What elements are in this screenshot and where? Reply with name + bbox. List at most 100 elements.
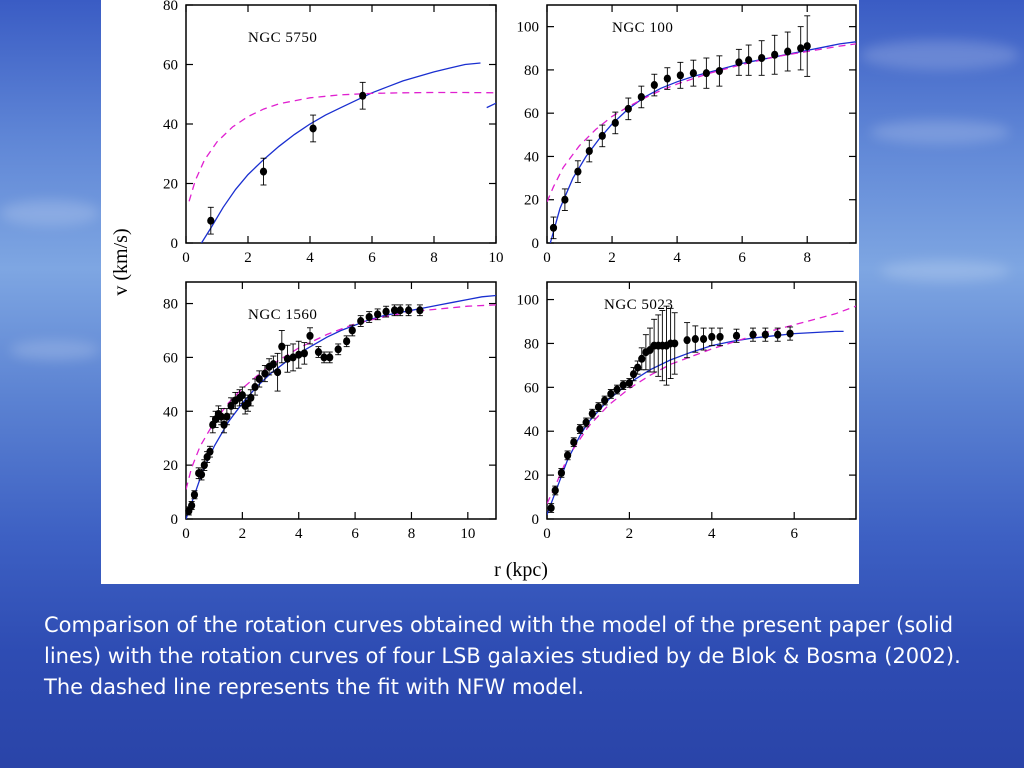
ngc5750-data-point [359,91,367,100]
ngc5023-data-point [607,389,615,398]
ngc5023-data-point [594,403,603,412]
ngc1560-ytick-label: 40 [163,404,178,420]
ngc5023-data-point [601,396,609,405]
ngc1560-title: NGC 1560 [248,307,317,323]
ngc5750-title: NGC 5750 [248,30,317,46]
ngc100-data-point [624,104,632,113]
ngc1560-xtick-label: 2 [239,526,247,542]
ngc100-data-point [676,71,684,80]
ngc1560-data-point [320,353,328,362]
ngc1560-data-point [269,360,277,369]
ngc5023-data-point [625,378,634,387]
background-cloud [870,120,1010,144]
ngc5750-ytick-label: 80 [163,0,178,14]
ngc1560-xtick-label: 0 [182,526,190,542]
ngc100-frame [546,4,857,244]
ngc100-data-point [637,92,645,101]
ngc100-data-point [598,131,606,140]
ngc100-data-point [549,223,558,232]
ngc100-ytick-label: 40 [524,149,539,165]
ngc1560-data-point [188,501,196,510]
x-axis-label: r (kpc) [494,559,548,581]
ngc5023-data-point [761,330,769,339]
ngc100-data-point [715,66,723,75]
ngc5023-data-point [588,409,596,418]
ngc5750-nfw-curve [188,91,496,202]
ngc100-nfw-curve [547,43,856,203]
ngc5750-xtick-label: 6 [368,250,376,266]
ngc5023-data-point [551,486,559,495]
ngc100-ytick-label: 0 [532,236,540,252]
ngc5023-data-point [582,418,590,427]
ngc5023-ytick-label: 100 [517,293,540,309]
ngc1560-data-point [278,342,286,351]
ngc5023-xtick-label: 6 [790,526,798,542]
ngc1560-ytick-label: 60 [163,350,178,366]
ngc1560-data-point [348,326,356,335]
ngc5023-data-point [557,468,566,477]
ngc1560-data-point [289,353,297,362]
ngc5023-xtick-label: 0 [543,526,551,542]
ngc1560-data-point [227,401,235,410]
ngc1560-frame [185,281,497,520]
ngc5750-xtick-label: 10 [489,250,504,266]
ngc5750-ytick-label: 0 [171,236,179,252]
ngc5750-frame [185,4,497,244]
ngc5750-ytick-label: 20 [163,177,178,193]
ngc100-xtick-label: 4 [673,250,681,266]
ngc5023-xtick-label: 4 [708,526,716,542]
ngc5750-model-curve [486,102,496,109]
ngc100-xtick-label: 2 [608,250,616,266]
ngc100-data-point [585,147,593,156]
ngc5750-xtick-label: 0 [182,250,190,266]
ngc5750-data-point [259,167,268,176]
ngc1560-xtick-label: 6 [351,526,359,542]
ngc1560-data-point [251,383,259,392]
ngc5023-data-point [619,381,627,390]
ngc100-data-point [758,54,766,63]
ngc5023-data-point [691,335,699,344]
ngc100-title: NGC 100 [612,20,673,36]
ngc5023-data-point [638,354,646,363]
ngc1560-data-point [396,306,404,315]
ngc1560-data-point [326,353,334,362]
ngc5023-xtick-label: 2 [626,526,634,542]
ngc100-data-point [784,47,792,56]
ngc5023-model-curve [547,330,844,515]
ngc5023-data-point [634,363,642,372]
ngc1560-data-point [390,306,399,315]
ngc5023-title: NGC 5023 [604,297,673,313]
ngc1560-data-point [382,307,390,316]
y-axis-label: v (km/s) [110,228,132,295]
ngc100-data-point [797,44,805,53]
ngc100-data-point [689,69,697,78]
ngc1560-xtick-label: 8 [408,526,416,542]
ngc5023-data-point [749,330,757,339]
ngc5023-data-point [547,504,555,513]
ngc100-data-point [702,69,710,78]
ngc100-data-point [650,81,658,90]
slide-caption: Comparison of the rotation curves obtain… [44,613,961,699]
ngc5750-data-point [309,124,317,133]
rotation-curves-figure: 0 2 4 6 8 10 0 20 40 60 80 NGC 5750 0 2 4 6 8 0 20 40 60 80 10… [101,0,859,584]
ngc1560-data-point [283,354,292,363]
ngc100-ytick-label: 60 [524,106,539,122]
ngc1560-data-point [255,374,263,383]
background-cloud [860,40,1020,70]
ngc1560-data-point [343,337,351,346]
ngc1560-xtick-label: 10 [460,526,475,542]
ngc5023-data-point [786,329,794,338]
ngc1560-data-point [416,306,424,315]
ngc100-ytick-label: 80 [524,63,539,79]
ngc1560-ytick-label: 0 [171,512,179,528]
ngc5750-data-point [207,216,215,225]
ngc5023-data-point [570,438,578,447]
ngc100-data-point [803,42,811,51]
ngc1560-data-point [190,490,199,499]
ngc100-ytick-label: 20 [524,193,539,209]
ngc1560-data-point [223,412,231,421]
ngc1560-xtick-label: 4 [295,526,303,542]
ngc5023-ytick-label: 40 [524,424,539,440]
ngc100-xtick-label: 6 [738,250,746,266]
